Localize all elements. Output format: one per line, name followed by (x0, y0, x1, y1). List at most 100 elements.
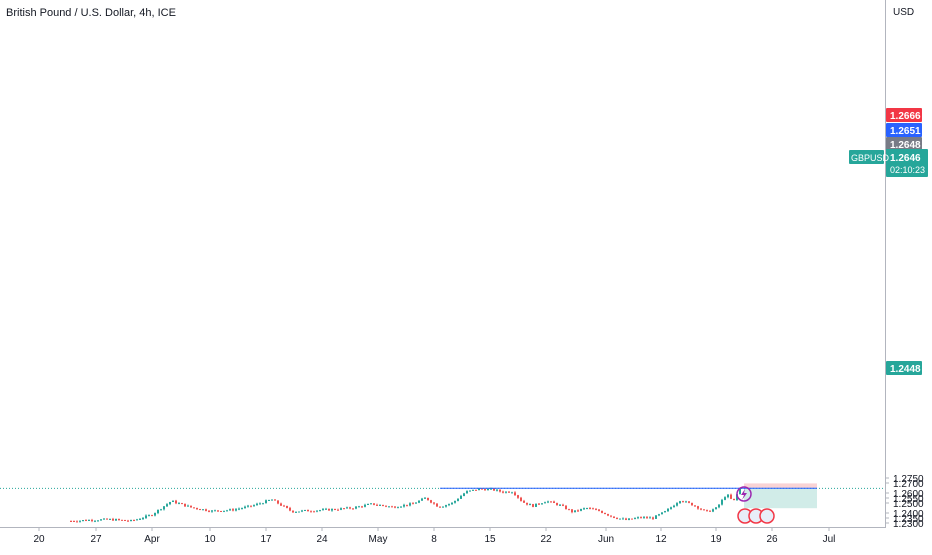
candle[interactable] (598, 509, 600, 511)
candle[interactable] (649, 517, 651, 519)
candle[interactable] (556, 503, 558, 506)
candle[interactable] (394, 506, 396, 508)
candle[interactable] (496, 489, 498, 491)
candle[interactable] (217, 510, 219, 512)
candle[interactable] (139, 518, 141, 520)
candle[interactable] (601, 510, 603, 513)
take-profit-zone[interactable] (744, 488, 817, 509)
candle[interactable] (409, 503, 411, 506)
candle[interactable] (196, 507, 198, 510)
candle[interactable] (667, 508, 669, 512)
candle[interactable] (700, 508, 702, 510)
candle[interactable] (706, 509, 708, 511)
candle[interactable] (166, 504, 168, 507)
candle[interactable] (70, 521, 72, 522)
candle[interactable] (673, 505, 675, 508)
candle[interactable] (634, 518, 636, 520)
candle[interactable] (403, 504, 405, 507)
candle[interactable] (397, 507, 399, 509)
candle[interactable] (376, 504, 378, 506)
symbol-tag[interactable] (849, 150, 884, 164)
candle[interactable] (583, 508, 585, 510)
candle[interactable] (151, 515, 153, 517)
candle[interactable] (148, 515, 150, 517)
candle[interactable] (610, 515, 612, 517)
candle[interactable] (451, 502, 453, 505)
candle[interactable] (334, 509, 336, 511)
candle[interactable] (574, 510, 576, 513)
candle[interactable] (694, 505, 696, 507)
candle[interactable] (586, 508, 588, 510)
candle[interactable] (508, 491, 510, 493)
candle[interactable] (82, 520, 84, 522)
candle[interactable] (640, 517, 642, 519)
candle[interactable] (430, 500, 432, 503)
candle[interactable] (124, 519, 126, 521)
candle[interactable] (280, 503, 282, 506)
candle[interactable] (655, 515, 657, 519)
lightning-event-icon[interactable] (736, 486, 752, 502)
candle[interactable] (526, 502, 528, 505)
candle[interactable] (595, 509, 597, 511)
candle[interactable] (247, 505, 249, 507)
candle[interactable] (187, 505, 189, 507)
candle[interactable] (400, 506, 402, 508)
candle[interactable] (214, 510, 216, 512)
candle[interactable] (544, 502, 546, 504)
candle[interactable] (103, 518, 105, 520)
candle[interactable] (73, 521, 75, 523)
candle[interactable] (427, 497, 429, 501)
candle[interactable] (391, 506, 393, 508)
candle[interactable] (592, 508, 594, 510)
candle[interactable] (550, 501, 552, 503)
candle[interactable] (322, 509, 324, 511)
candle[interactable] (613, 516, 615, 518)
candle[interactable] (445, 505, 447, 507)
candle[interactable] (331, 509, 333, 511)
candle[interactable] (271, 499, 273, 501)
candle[interactable] (109, 518, 111, 520)
candle[interactable] (340, 508, 342, 510)
candle[interactable] (373, 503, 375, 505)
stop-loss-zone[interactable] (744, 483, 817, 489)
candle[interactable] (295, 511, 297, 513)
candle[interactable] (145, 515, 147, 518)
candle[interactable] (676, 503, 678, 506)
candle[interactable] (439, 506, 441, 508)
candle[interactable] (424, 497, 426, 499)
candle[interactable] (493, 488, 495, 491)
candle[interactable] (262, 503, 264, 505)
candle[interactable] (652, 517, 654, 519)
candle[interactable] (163, 506, 165, 510)
candle[interactable] (232, 509, 234, 511)
candle[interactable] (538, 503, 540, 505)
candle[interactable] (718, 504, 720, 508)
candle[interactable] (607, 514, 609, 516)
candle[interactable] (256, 503, 258, 506)
candle[interactable] (307, 509, 309, 512)
candle[interactable] (664, 511, 666, 513)
candle[interactable] (370, 503, 372, 505)
candle[interactable] (685, 501, 687, 503)
candle[interactable] (289, 507, 291, 511)
candle[interactable] (181, 503, 183, 505)
candle[interactable] (328, 508, 330, 511)
candle[interactable] (604, 512, 606, 515)
candle[interactable] (442, 506, 444, 508)
candle[interactable] (385, 505, 387, 507)
candle[interactable] (619, 518, 621, 520)
candle[interactable] (178, 503, 180, 505)
candle[interactable] (616, 517, 618, 519)
candle[interactable] (97, 520, 99, 522)
candle[interactable] (733, 498, 735, 501)
candle[interactable] (241, 508, 243, 510)
candle[interactable] (475, 489, 477, 491)
candle[interactable] (679, 501, 681, 504)
candle[interactable] (229, 509, 231, 511)
candle[interactable] (646, 517, 648, 519)
candle[interactable] (310, 511, 312, 513)
candle[interactable] (436, 503, 438, 507)
candle[interactable] (622, 518, 624, 520)
candle[interactable] (469, 490, 471, 492)
